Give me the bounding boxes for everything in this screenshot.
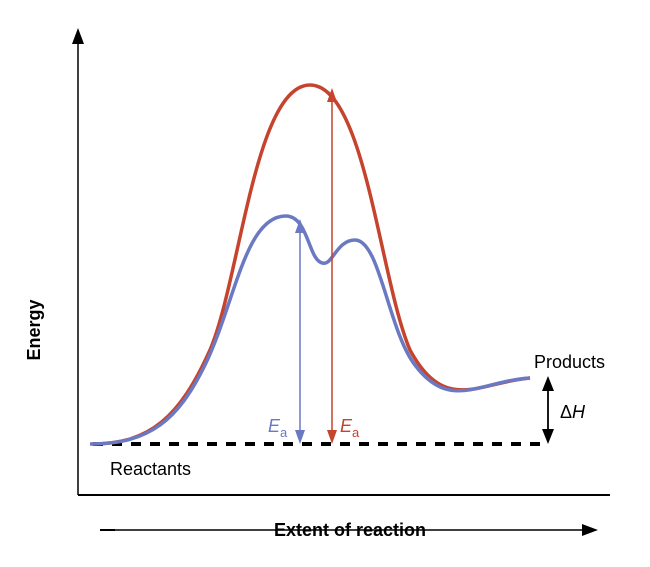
ea-label-uncatalyzed: Ea [340, 416, 360, 440]
delta-h-arrow [542, 376, 554, 444]
ea-label-catalyzed: Ea [268, 416, 288, 440]
energy-diagram: Energy Extent of reaction Reactants Prod… [0, 0, 650, 567]
x-axis-label: Extent of reaction [274, 520, 426, 540]
reactants-label: Reactants [110, 459, 191, 479]
y-axis [72, 28, 84, 495]
catalyzed-curve [90, 216, 530, 444]
products-label: Products [534, 352, 605, 372]
ea-arrow-catalyzed [295, 219, 305, 444]
ea-arrow-uncatalyzed [327, 88, 337, 444]
y-axis-label: Energy [24, 299, 44, 360]
